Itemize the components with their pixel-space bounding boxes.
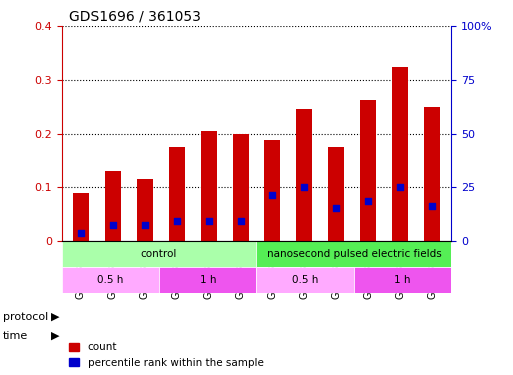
Point (300, 184, 308, 190)
Text: 0.5 h: 0.5 h (97, 274, 124, 285)
FancyBboxPatch shape (62, 241, 256, 267)
Bar (73, 193, 89, 241)
Bar (169, 147, 185, 241)
Text: 1 h: 1 h (394, 274, 411, 285)
Text: GDS1696 / 361053: GDS1696 / 361053 (69, 10, 201, 24)
Point (332, 205, 341, 211)
Point (396, 184, 404, 190)
Bar (328, 147, 344, 241)
Point (109, 222, 117, 228)
Text: 0.5 h: 0.5 h (292, 274, 319, 285)
Bar (201, 131, 216, 241)
Text: time: time (3, 331, 28, 340)
Point (364, 198, 372, 204)
Point (76, 230, 85, 236)
Legend: count, percentile rank within the sample: count, percentile rank within the sample (67, 340, 266, 370)
FancyBboxPatch shape (256, 267, 354, 292)
Bar (424, 107, 440, 241)
Bar (136, 179, 153, 241)
Point (428, 203, 437, 209)
FancyBboxPatch shape (62, 267, 159, 292)
Text: ▶: ▶ (51, 331, 60, 340)
Point (205, 217, 213, 223)
Text: nanosecond pulsed electric fields: nanosecond pulsed electric fields (267, 249, 441, 259)
Bar (232, 134, 248, 241)
Text: ▶: ▶ (51, 312, 60, 322)
Text: control: control (141, 249, 177, 259)
Bar (297, 110, 312, 241)
Text: protocol: protocol (3, 312, 48, 322)
Point (236, 217, 245, 223)
Text: 1 h: 1 h (200, 274, 216, 285)
Bar (392, 66, 408, 241)
FancyBboxPatch shape (256, 241, 451, 267)
Bar (105, 171, 121, 241)
FancyBboxPatch shape (159, 267, 256, 292)
Point (172, 217, 181, 223)
Point (141, 222, 149, 228)
Bar (265, 140, 281, 241)
Bar (360, 100, 377, 241)
Point (268, 192, 277, 198)
FancyBboxPatch shape (354, 267, 451, 292)
